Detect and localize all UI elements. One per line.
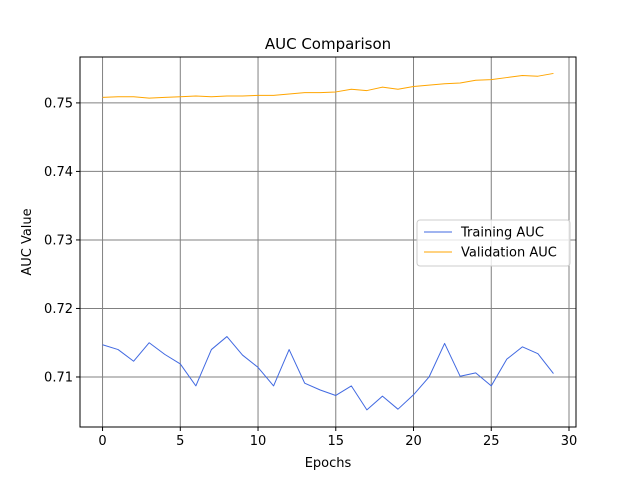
x-tick-label: 30	[561, 434, 578, 449]
legend-label: Validation AUC	[461, 246, 557, 261]
x-tick-label: 15	[328, 434, 345, 449]
y-axis-label: AUC Value	[20, 208, 35, 275]
x-tick-label: 25	[483, 434, 500, 449]
x-tick-label: 20	[405, 434, 422, 449]
x-tick-label: 10	[250, 434, 267, 449]
series-lines	[102, 72, 554, 411]
y-tick-label: 0.74	[44, 165, 73, 180]
x-axis-label: Epochs	[305, 456, 352, 471]
y-tick-label: 0.71	[44, 370, 73, 385]
series-line-validation-auc	[102, 72, 554, 99]
y-tick-label: 0.72	[44, 302, 73, 317]
chart-title: AUC Comparison	[265, 35, 391, 53]
legend-box	[416, 219, 571, 267]
y-tick-label: 0.75	[44, 96, 73, 111]
series-line-training-auc	[102, 336, 554, 411]
x-tick-label: 0	[98, 434, 106, 449]
legend-label: Training AUC	[460, 226, 544, 241]
plot-area-frame	[79, 56, 577, 428]
y-tick-label: 0.73	[44, 233, 73, 248]
legend: Training AUC Validation AUC	[416, 219, 571, 267]
x-tick-label: 5	[176, 434, 184, 449]
axis-ticks: 0 5 10 15 20 25 30 0.71 0.72 0.73 0.74 0.75	[44, 96, 577, 449]
